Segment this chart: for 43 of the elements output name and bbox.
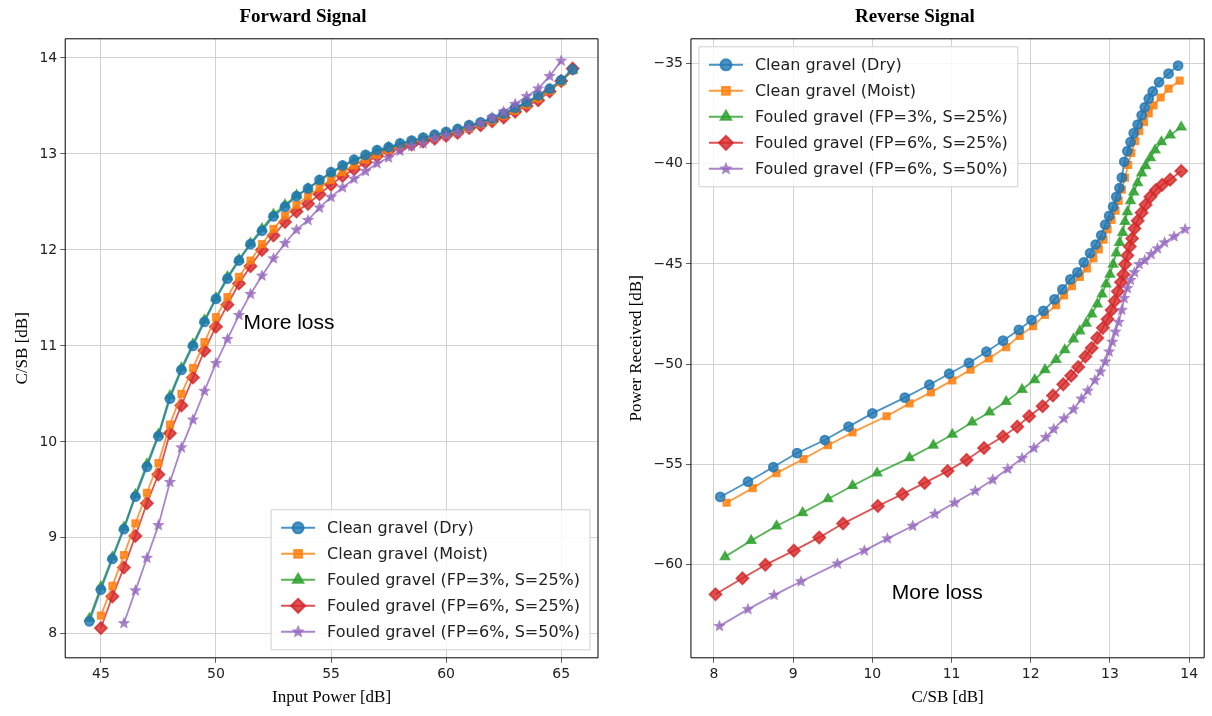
annotation: More loss <box>891 579 983 603</box>
y-tick-label: 13 <box>39 144 58 161</box>
y-tick-label: −50 <box>653 354 683 371</box>
y-axis-title: C/SB [dB] <box>11 312 31 385</box>
legend-label: Fouled gravel (FP=6%, S=25%) <box>754 132 1008 152</box>
legend-label: Fouled gravel (FP=3%, S=25%) <box>327 569 581 589</box>
x-tick-label: 14 <box>1180 664 1199 681</box>
x-tick-label: 8 <box>709 664 719 681</box>
annotation: More loss <box>243 310 335 334</box>
y-tick-label: −55 <box>653 454 683 471</box>
x-tick-label: 45 <box>91 664 110 681</box>
y-tick-label: −35 <box>653 54 683 71</box>
x-tick-label: 50 <box>207 664 225 681</box>
y-tick-label: 9 <box>48 528 58 545</box>
y-tick-label: −60 <box>653 555 683 572</box>
chart-title: Reverse Signal <box>855 5 975 27</box>
x-tick-label: 55 <box>322 664 340 681</box>
legend-label: Clean gravel (Moist) <box>754 80 916 100</box>
y-axis-title: Power Received [dB] <box>625 275 645 422</box>
legend-label: Clean gravel (Moist) <box>327 543 489 563</box>
x-tick-label: 9 <box>788 664 798 681</box>
x-axis-title: Input Power [dB] <box>272 687 392 707</box>
x-tick-label: 12 <box>1021 664 1040 681</box>
legend-label: Fouled gravel (FP=6%, S=25%) <box>327 595 581 615</box>
legend-label: Fouled gravel (FP=3%, S=25%) <box>754 106 1008 126</box>
x-tick-label: 65 <box>552 664 571 681</box>
x-tick-label: 13 <box>1101 664 1119 681</box>
x-axis-title: C/SB [dB] <box>911 687 984 707</box>
y-tick-label: −45 <box>653 254 683 271</box>
x-tick-label: 10 <box>863 664 882 681</box>
y-tick-label: 12 <box>39 240 58 257</box>
y-tick-label: 11 <box>39 336 58 353</box>
legend-label: Clean gravel (Dry) <box>327 517 474 537</box>
x-tick-label: 11 <box>942 664 961 681</box>
legend-label: Clean gravel (Dry) <box>754 54 902 74</box>
legend-label: Fouled gravel (FP=6%, S=50%) <box>754 158 1008 178</box>
y-tick-label: −40 <box>653 154 683 171</box>
x-tick-label: 60 <box>437 664 456 681</box>
y-tick-label: 8 <box>48 624 58 641</box>
legend-label: Fouled gravel (FP=6%, S=50%) <box>327 621 581 641</box>
chart-title: Forward Signal <box>239 5 367 27</box>
y-tick-label: 10 <box>39 432 58 449</box>
y-tick-label: 14 <box>39 48 58 65</box>
